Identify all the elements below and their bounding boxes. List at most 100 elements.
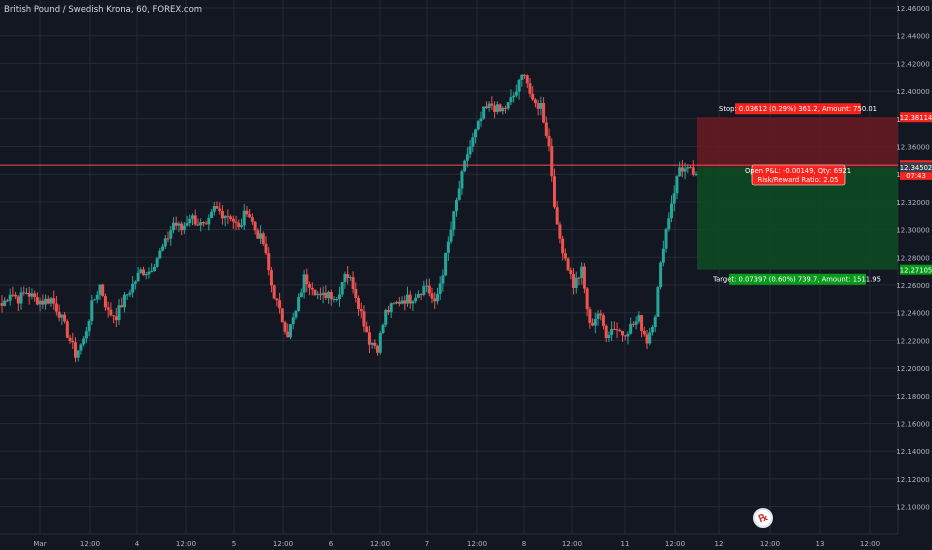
y-tick-label: 12.26000 <box>896 282 929 290</box>
x-tick-label: 12:00 <box>665 540 685 548</box>
candle-body <box>185 222 189 226</box>
candle-body <box>593 319 597 326</box>
candle-body <box>642 330 646 335</box>
candle-body <box>580 266 584 278</box>
x-tick-label: 12:00 <box>760 540 780 548</box>
x-tick-label: 12:00 <box>176 540 196 548</box>
candle-body <box>76 350 80 358</box>
price-axis[interactable]: 12.4600012.4400012.4200012.4000012.38000… <box>896 5 932 512</box>
candle-body <box>433 298 437 302</box>
target-label: Target: 0.07397 (0.60%) 739.7, Amount: 1… <box>712 276 881 284</box>
candle-body <box>101 284 105 297</box>
candle-body <box>210 211 214 218</box>
candle-body <box>373 342 377 346</box>
price-axis-label: 07:43 <box>906 172 926 180</box>
candle-body <box>670 203 674 219</box>
x-tick-label: Mar <box>33 540 46 548</box>
candle-body <box>182 225 186 231</box>
y-tick-label: 12.42000 <box>896 60 929 68</box>
candle-body <box>490 103 494 106</box>
candle-body <box>588 309 592 323</box>
candle-body <box>596 313 600 320</box>
candle-body <box>683 168 687 172</box>
x-tick-label: 4 <box>135 540 140 548</box>
candle-body <box>144 274 148 276</box>
candle-body <box>348 277 352 279</box>
candle-body <box>599 313 603 316</box>
candle-body <box>468 146 472 155</box>
candle-body <box>35 297 39 305</box>
candle-body <box>131 283 135 293</box>
candle-body <box>71 341 75 343</box>
candle-body <box>452 211 456 230</box>
candle-body <box>422 286 426 295</box>
candle-body <box>435 293 439 302</box>
candle-body <box>509 97 513 103</box>
candle-body <box>343 274 347 282</box>
candle-body <box>506 102 510 109</box>
candle-body <box>384 310 388 325</box>
candle-body <box>180 223 184 231</box>
candle-body <box>291 317 295 325</box>
candle-body <box>166 238 170 240</box>
candle-body <box>259 233 263 239</box>
candle-body <box>174 222 178 226</box>
candle-body <box>689 167 693 169</box>
candle-body <box>49 298 53 304</box>
candle-body <box>645 334 649 344</box>
candle-body <box>686 167 690 169</box>
candle-body <box>661 248 665 263</box>
pnl-label-line2: Risk/Reward Ratio: 2.05 <box>758 176 839 184</box>
candle-body <box>351 277 355 290</box>
y-tick-label: 12.32000 <box>896 199 929 207</box>
candle-body <box>87 320 91 332</box>
candle-body <box>419 294 423 296</box>
candle-body <box>218 208 222 211</box>
candle-body <box>536 103 540 109</box>
time-axis[interactable]: Mar 12:00 4 12:00 5 12:00 6 12:00 7 12:00 8 12:00 11… <box>33 540 880 548</box>
candle-body <box>572 274 576 288</box>
x-tick-label: 12:00 <box>467 540 487 548</box>
candle-body <box>33 293 37 298</box>
candle-body <box>147 271 151 275</box>
candle-body <box>313 289 317 295</box>
candle-body <box>63 314 67 322</box>
x-tick-label: 6 <box>329 540 334 548</box>
candle-body <box>318 293 322 296</box>
candle-body <box>403 300 407 304</box>
candle-body <box>479 118 483 122</box>
candle-body <box>117 305 121 321</box>
stop-label: Stop: 0.03612 (0.29%) 361.2, Amount: 750… <box>719 105 877 113</box>
candle-body <box>177 223 181 226</box>
candle-body <box>133 281 137 284</box>
candle-body <box>308 284 312 288</box>
candle-body <box>234 221 238 223</box>
candle-body <box>275 298 279 301</box>
candle-body <box>191 215 195 219</box>
y-tick-label: 12.44000 <box>896 33 929 41</box>
candle-body <box>14 294 18 297</box>
candle-body <box>623 335 627 337</box>
target-label-box <box>729 273 866 285</box>
candle-body <box>392 303 396 305</box>
candle-body <box>457 188 461 200</box>
candle-body <box>460 171 464 189</box>
position-zones <box>697 117 898 270</box>
x-tick-label: 7 <box>425 540 429 548</box>
candle-body <box>332 298 336 300</box>
candle-body <box>44 298 48 305</box>
tradingview-logo[interactable]: ℞ <box>753 508 773 528</box>
candle-body <box>272 285 276 299</box>
y-tick-label: 12.12000 <box>896 476 929 484</box>
candle-body <box>672 193 676 204</box>
price-axis-label-box <box>900 169 932 180</box>
candle-body <box>65 321 69 338</box>
candle-body <box>425 285 429 287</box>
candle-body <box>288 324 292 338</box>
grid <box>0 0 899 535</box>
candle-body <box>525 75 529 84</box>
candle-body <box>204 223 208 225</box>
candle-body <box>329 291 333 300</box>
candle-body <box>193 215 197 225</box>
